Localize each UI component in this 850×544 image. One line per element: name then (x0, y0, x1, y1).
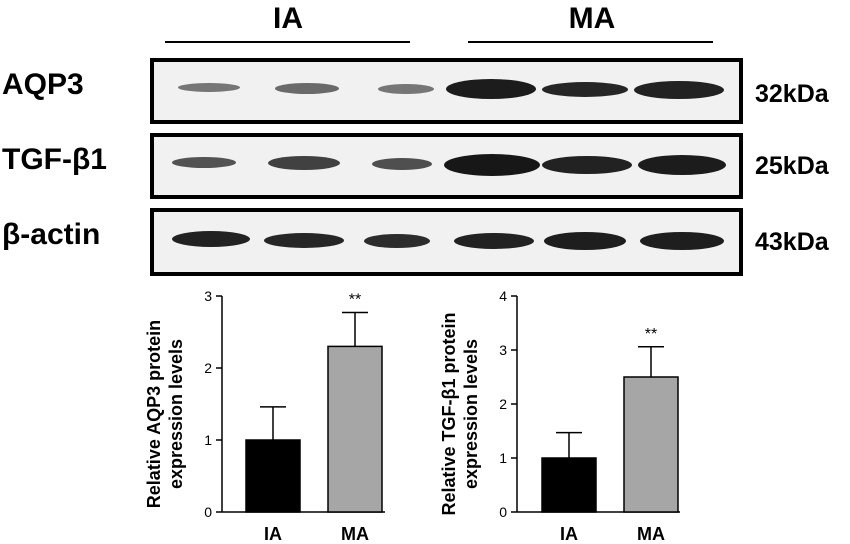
kda-label-tgf-b1: 25kDa (755, 152, 829, 180)
band (634, 81, 724, 99)
group-line-ma (468, 41, 713, 43)
band (372, 158, 432, 170)
x-tick-label: MA (637, 524, 665, 544)
x-tick-label: IA (264, 524, 282, 544)
band (268, 156, 340, 170)
y-tick-label: 2 (204, 360, 212, 376)
group-line-ia (165, 41, 410, 43)
band (275, 83, 339, 94)
y-tick-label: 1 (499, 450, 507, 466)
band (264, 233, 344, 248)
x-tick-label: IA (560, 524, 578, 544)
band (172, 231, 250, 247)
protein-label-tgf-b1: TGF-β1 (2, 143, 107, 176)
y-tick-label: 3 (499, 342, 507, 358)
blot-panel-aqp3 (150, 58, 743, 124)
x-tick-label: MA (341, 524, 369, 544)
bar-ia (245, 439, 301, 513)
kda-label-aqp3: 32kDa (755, 80, 829, 108)
band (640, 232, 724, 250)
kda-label-b-actin: 43kDa (755, 228, 829, 256)
band (542, 156, 632, 174)
significance-marker: ** (645, 326, 657, 343)
band (454, 233, 534, 249)
y-axis-label-line1: Relative TGF-β1 protein (439, 312, 459, 515)
bar-ma (327, 345, 383, 513)
band (444, 154, 540, 176)
protein-label-b-actin: β-actin (2, 218, 101, 251)
band (638, 155, 726, 175)
blot-panel-tgf-b1 (150, 133, 743, 199)
group-label-ma: MA (568, 2, 616, 35)
y-axis-label-line2: expression levels (461, 339, 481, 489)
group-label-ia: IA (273, 2, 303, 35)
band (446, 79, 536, 99)
protein-label-aqp3: AQP3 (2, 68, 84, 101)
band (364, 234, 430, 248)
y-tick-label: 0 (499, 504, 507, 520)
y-tick-label: 2 (499, 396, 507, 412)
band (178, 83, 240, 92)
significance-marker: ** (349, 292, 361, 309)
band (544, 232, 626, 250)
band (542, 82, 628, 97)
y-tick-label: 4 (499, 288, 507, 304)
band (378, 84, 434, 94)
y-axis-label-line2: expression levels (166, 339, 186, 489)
y-axis-label-line1: Relative AQP3 protein (144, 320, 164, 508)
bar-ma (623, 376, 679, 513)
y-tick-label: 0 (204, 504, 212, 520)
blot-panel-b-actin (150, 208, 743, 276)
band (172, 157, 236, 168)
y-tick-label: 1 (204, 432, 212, 448)
y-tick-label: 3 (204, 288, 212, 304)
bar-ia (541, 457, 597, 513)
